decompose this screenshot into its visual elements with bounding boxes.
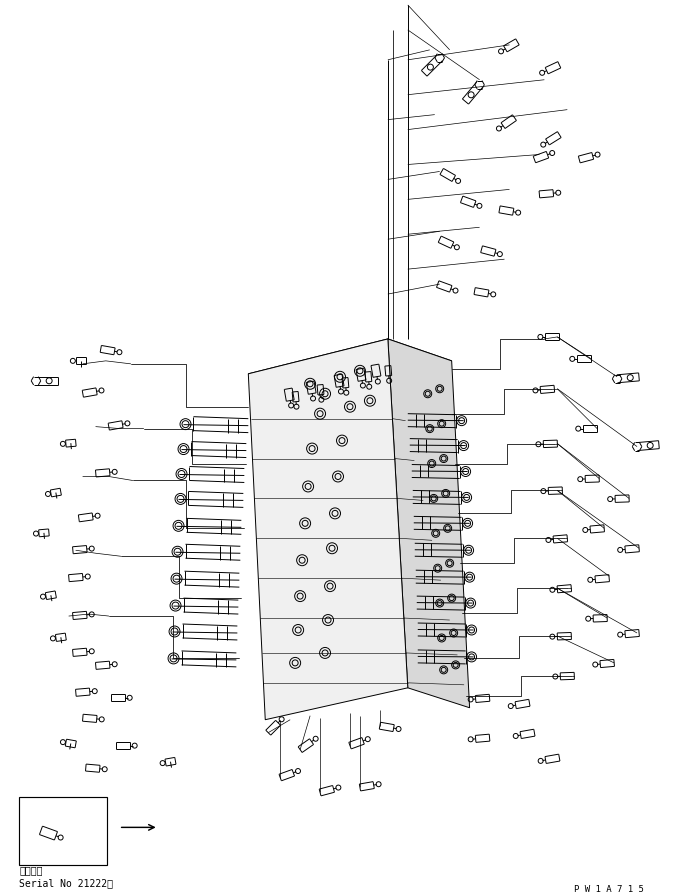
Polygon shape [388, 339, 470, 708]
Polygon shape [248, 339, 408, 719]
Bar [19, 797, 107, 866]
Text: Serial No 21222～: Serial No 21222～ [19, 878, 113, 888]
Text: P W 1 A 7 1 5: P W 1 A 7 1 5 [574, 885, 644, 894]
Text: 遍用号機: 遍用号機 [19, 866, 43, 875]
Polygon shape [248, 339, 451, 397]
